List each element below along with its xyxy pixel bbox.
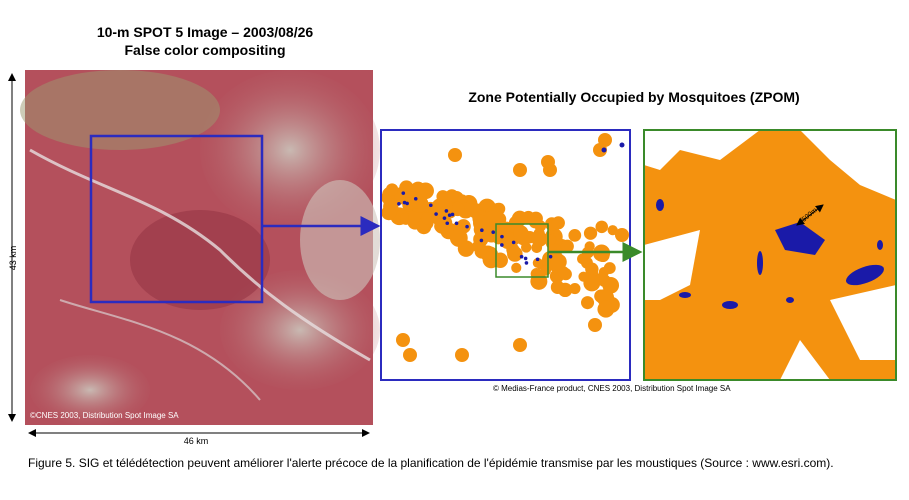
buffer-zone [500, 234, 504, 239]
buffer-zone [588, 318, 602, 332]
buffer-zone [396, 333, 410, 347]
buffer-zone [397, 201, 401, 206]
buffer-zone [599, 300, 612, 313]
buffer-zone [550, 253, 567, 270]
buffer-zone [513, 338, 527, 352]
zoom-box [89, 134, 264, 304]
buffer-zone [534, 220, 547, 232]
buffer-zone [444, 209, 449, 213]
buffer-zone [410, 194, 425, 209]
buffer-zone [560, 239, 574, 253]
buffer-zone [473, 214, 490, 232]
buffer-zone [519, 254, 524, 259]
zpom-credit: © Medias-France product, CNES 2003, Dist… [493, 384, 731, 393]
detail-box [495, 223, 549, 278]
buffer-zone [471, 241, 483, 252]
detail-frame [643, 129, 897, 381]
image-credit: ©CNES 2003, Distribution Spot Image SA [30, 411, 179, 420]
buffer-zone [540, 265, 552, 276]
figure-graphics: 10-m SPOT 5 Image – 2003/08/26 False col… [8, 24, 897, 446]
width-label: 46 km [184, 436, 209, 446]
buffer-zone [601, 147, 607, 153]
image-subtitle: False color compositing [124, 42, 285, 58]
buffer-zone [448, 148, 462, 162]
buffer-zone [381, 205, 397, 221]
buffer-zone [454, 221, 459, 226]
buffer-zone [535, 257, 540, 262]
buffer-zone [401, 191, 406, 195]
buffer-zone [491, 230, 496, 235]
buffer-zone [583, 226, 598, 240]
buffer-zone [421, 212, 434, 225]
buffer-zone [524, 261, 529, 265]
buffer-zone [523, 256, 528, 261]
buffer-zone [511, 262, 522, 273]
height-label: 43 km [8, 246, 18, 271]
buffer-zone [442, 216, 447, 220]
zpom-title: Zone Potentially Occupied by Mosquitoes … [468, 89, 799, 105]
buffer-zone [595, 220, 609, 234]
satellite-image [20, 70, 380, 425]
buffer-zone [445, 221, 450, 226]
buffer-zone [402, 200, 407, 205]
buffer-zone [521, 242, 532, 253]
buffer-zone [413, 196, 418, 201]
buffer-zone [465, 224, 469, 229]
buffer-zone [403, 348, 417, 362]
buffer-zone [532, 257, 543, 268]
buffer-zone [619, 142, 625, 148]
detail-map [644, 130, 896, 380]
buffer-zone [507, 246, 523, 262]
buffer-zone [531, 231, 548, 247]
buffer-zone [434, 212, 438, 216]
buffer-zone [598, 133, 612, 147]
image-title: 10-m SPOT 5 Image – 2003/08/26 [97, 24, 314, 40]
buffer-zone [550, 280, 565, 295]
buffer-zone [551, 216, 565, 230]
buffer-zone [480, 228, 484, 233]
buffer-zone [615, 228, 629, 242]
buffer-zone [581, 296, 595, 310]
buffer-zone [607, 225, 618, 236]
buffer-zone [578, 271, 589, 282]
buffer-zone [385, 183, 399, 196]
buffer-zone [429, 203, 433, 208]
buffer-zone [513, 225, 529, 241]
zpom-map [381, 130, 630, 380]
buffer-zone [479, 238, 484, 243]
buffer-zone [500, 243, 504, 247]
buffer-zone [511, 240, 516, 245]
figure-caption: Figure 5. SIG et télédétection peuvent a… [28, 456, 834, 470]
buffer-zone [513, 163, 527, 177]
buffer-zone [541, 155, 555, 169]
buffer-zone [457, 194, 468, 205]
buffer-zone [450, 201, 465, 217]
buffer-zone [435, 199, 453, 218]
buffer-zone [450, 212, 455, 217]
buffer-zone [486, 248, 498, 260]
buffer-zone [548, 254, 553, 259]
buffer-zone [568, 229, 582, 242]
buffer-zone [447, 213, 452, 218]
buffer-zone [449, 229, 468, 247]
buffer-zone [455, 348, 469, 362]
